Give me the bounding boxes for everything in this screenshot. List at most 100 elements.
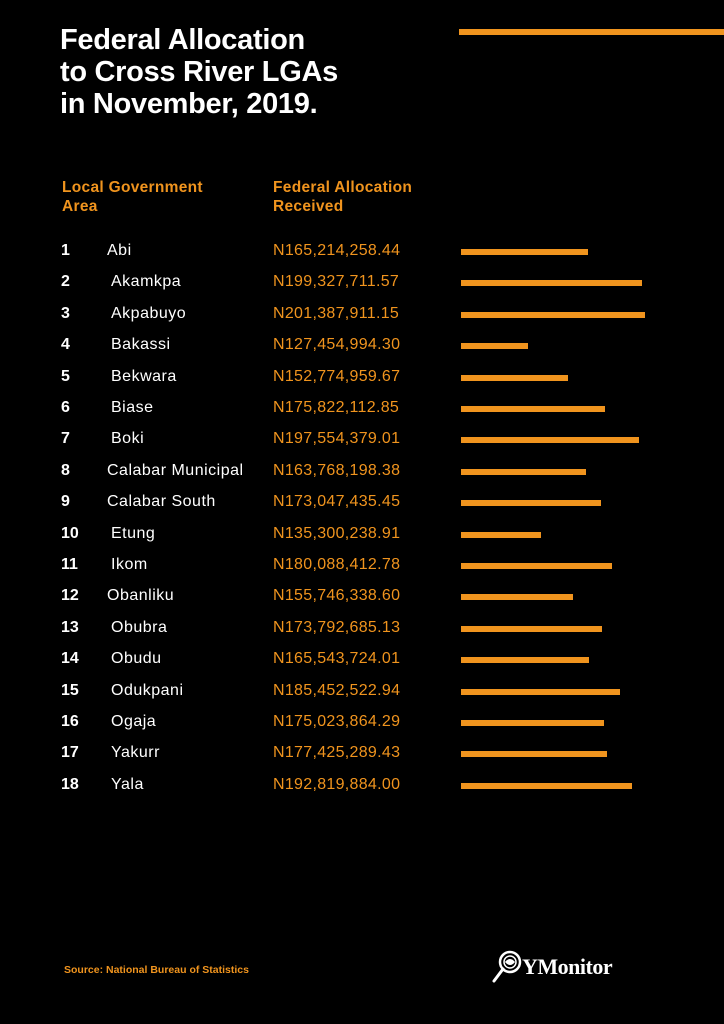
allocation-bar xyxy=(461,343,529,350)
allocation-value: N197,554,379.01 xyxy=(273,430,401,448)
table-row: 17 Yakurr N177,425,289.43 xyxy=(0,744,724,768)
allocation-value: N192,819,884.00 xyxy=(273,775,401,793)
allocation-value: N175,822,112.85 xyxy=(273,399,400,416)
header-lga: Local Government Area xyxy=(62,178,203,216)
rank-number: 9 xyxy=(61,493,70,511)
allocation-bar xyxy=(461,500,601,507)
allocation-bar xyxy=(461,594,574,601)
rank-number: 2 xyxy=(61,273,70,291)
lga-name: Odukpani xyxy=(111,681,184,699)
source-note: Source: National Bureau of Statistics xyxy=(64,964,249,976)
table-row: 11 Ikom N180,088,412.78 xyxy=(0,556,724,580)
allocation-bar xyxy=(461,468,586,475)
allocation-value: N177,425,289.43 xyxy=(273,744,401,762)
allocation-value: N152,774,959.67 xyxy=(273,367,401,385)
allocation-bar xyxy=(461,688,621,695)
allocation-bar xyxy=(461,751,608,758)
rank-number: 8 xyxy=(61,461,70,479)
allocation-bar xyxy=(461,406,605,412)
title-line: in November, 2019. xyxy=(60,88,318,120)
allocation-bar xyxy=(461,657,589,664)
allocation-value: N201,387,911.15 xyxy=(273,304,400,322)
allocation-bar xyxy=(461,280,643,287)
allocation-bar xyxy=(461,311,646,318)
allocation-value: N175,023,864.29 xyxy=(273,713,401,730)
rank-number: 3 xyxy=(61,304,70,322)
lga-name: Biase xyxy=(111,399,154,416)
lga-name: Calabar Municipal xyxy=(107,461,244,479)
table-row: 7 Boki N197,554,379.01 xyxy=(0,430,724,454)
table-row: 8 Calabar Municipal N163,768,198.38 xyxy=(0,462,724,486)
allocation-value: N173,792,685.13 xyxy=(273,618,401,636)
table-row: 5 Bekwara N152,774,959.67 xyxy=(0,368,724,392)
rank-number: 12 xyxy=(61,587,79,605)
table-row: 16 Ogaja N175,023,864.29 xyxy=(0,713,724,737)
rank-number: 14 xyxy=(61,650,79,668)
rank-number: 11 xyxy=(61,556,78,573)
header-line: Area xyxy=(62,198,98,215)
lga-name: Yala xyxy=(111,775,144,793)
logo-text: YMonitor xyxy=(522,954,613,979)
table-row: 4 Bakassi N127,454,994.30 xyxy=(0,336,724,360)
allocation-value: N163,768,198.38 xyxy=(273,461,401,479)
rank-number: 15 xyxy=(61,681,79,699)
allocation-bar xyxy=(461,437,640,444)
rank-number: 13 xyxy=(61,618,79,636)
lga-name: Obudu xyxy=(111,650,162,668)
rank-number: 10 xyxy=(61,524,79,542)
lga-name: Akamkpa xyxy=(111,273,182,291)
lga-name: Ikom xyxy=(111,556,148,573)
rank-number: 18 xyxy=(61,775,79,793)
header-line: Local Government xyxy=(62,179,203,196)
lga-name: Akpabuyo xyxy=(111,304,187,322)
lga-name: Ogaja xyxy=(111,713,157,730)
table-row: 2 Akamkpa N199,327,711.57 xyxy=(0,273,724,297)
magnifier-eye-icon xyxy=(492,950,522,983)
allocation-value: N173,047,435.45 xyxy=(273,493,401,511)
lga-name: Yakurr xyxy=(111,744,160,762)
header-allocation: Federal Allocation Received xyxy=(273,178,412,216)
lga-name: Obanliku xyxy=(107,587,175,605)
table-row: 9 Calabar South N173,047,435.45 xyxy=(0,493,724,517)
table-row: 18 Yala N192,819,884.00 xyxy=(0,776,724,800)
lga-name: Boki xyxy=(111,430,145,448)
lga-name: Abi xyxy=(107,242,132,259)
lga-name: Bakassi xyxy=(111,336,171,354)
allocation-value: N165,214,258.44 xyxy=(273,242,401,259)
lga-name: Obubra xyxy=(111,618,168,636)
lga-name: Etung xyxy=(111,524,156,542)
allocation-value: N180,088,412.78 xyxy=(273,556,401,573)
allocation-bar xyxy=(461,563,612,569)
lga-name: Bekwara xyxy=(111,367,177,385)
rank-number: 5 xyxy=(61,367,70,385)
allocation-bar xyxy=(461,782,632,789)
decorative-accent-bar xyxy=(459,29,724,35)
header-line: Received xyxy=(273,198,344,215)
header-line: Federal Allocation xyxy=(273,179,413,196)
rank-number: 6 xyxy=(61,399,70,416)
allocation-value: N155,746,338.60 xyxy=(273,587,401,605)
rank-number: 1 xyxy=(61,242,70,259)
table-row: 14 Obudu N165,543,724.01 xyxy=(0,650,724,674)
table-row: 15 Odukpani N185,452,522.94 xyxy=(0,682,724,706)
allocation-bar xyxy=(461,531,541,538)
allocation-value: N165,543,724.01 xyxy=(273,650,401,668)
rank-number: 7 xyxy=(61,430,70,448)
allocation-value: N135,300,238.91 xyxy=(273,524,401,542)
allocation-bar xyxy=(461,720,604,726)
lga-name: Calabar South xyxy=(107,493,216,511)
allocation-bar xyxy=(461,374,569,381)
title-line: Federal Allocation xyxy=(60,24,305,56)
rank-number: 16 xyxy=(61,713,79,730)
ymonitor-logo: YMonitor xyxy=(492,950,613,984)
table-row: 1 Abi N165,214,258.44 xyxy=(0,242,724,266)
allocation-value: N199,327,711.57 xyxy=(273,273,400,291)
table-row: 6 Biase N175,822,112.85 xyxy=(0,399,724,423)
table-row: 12 Obanliku N155,746,338.60 xyxy=(0,587,724,611)
rank-number: 17 xyxy=(61,744,79,762)
page-title: Federal Allocation to Cross River LGAs i… xyxy=(60,24,338,120)
table-row: 13 Obubra N173,792,685.13 xyxy=(0,619,724,643)
table-row: 3 Akpabuyo N201,387,911.15 xyxy=(0,305,724,329)
rank-number: 4 xyxy=(61,336,70,354)
table-row: 10 Etung N135,300,238.91 xyxy=(0,525,724,549)
